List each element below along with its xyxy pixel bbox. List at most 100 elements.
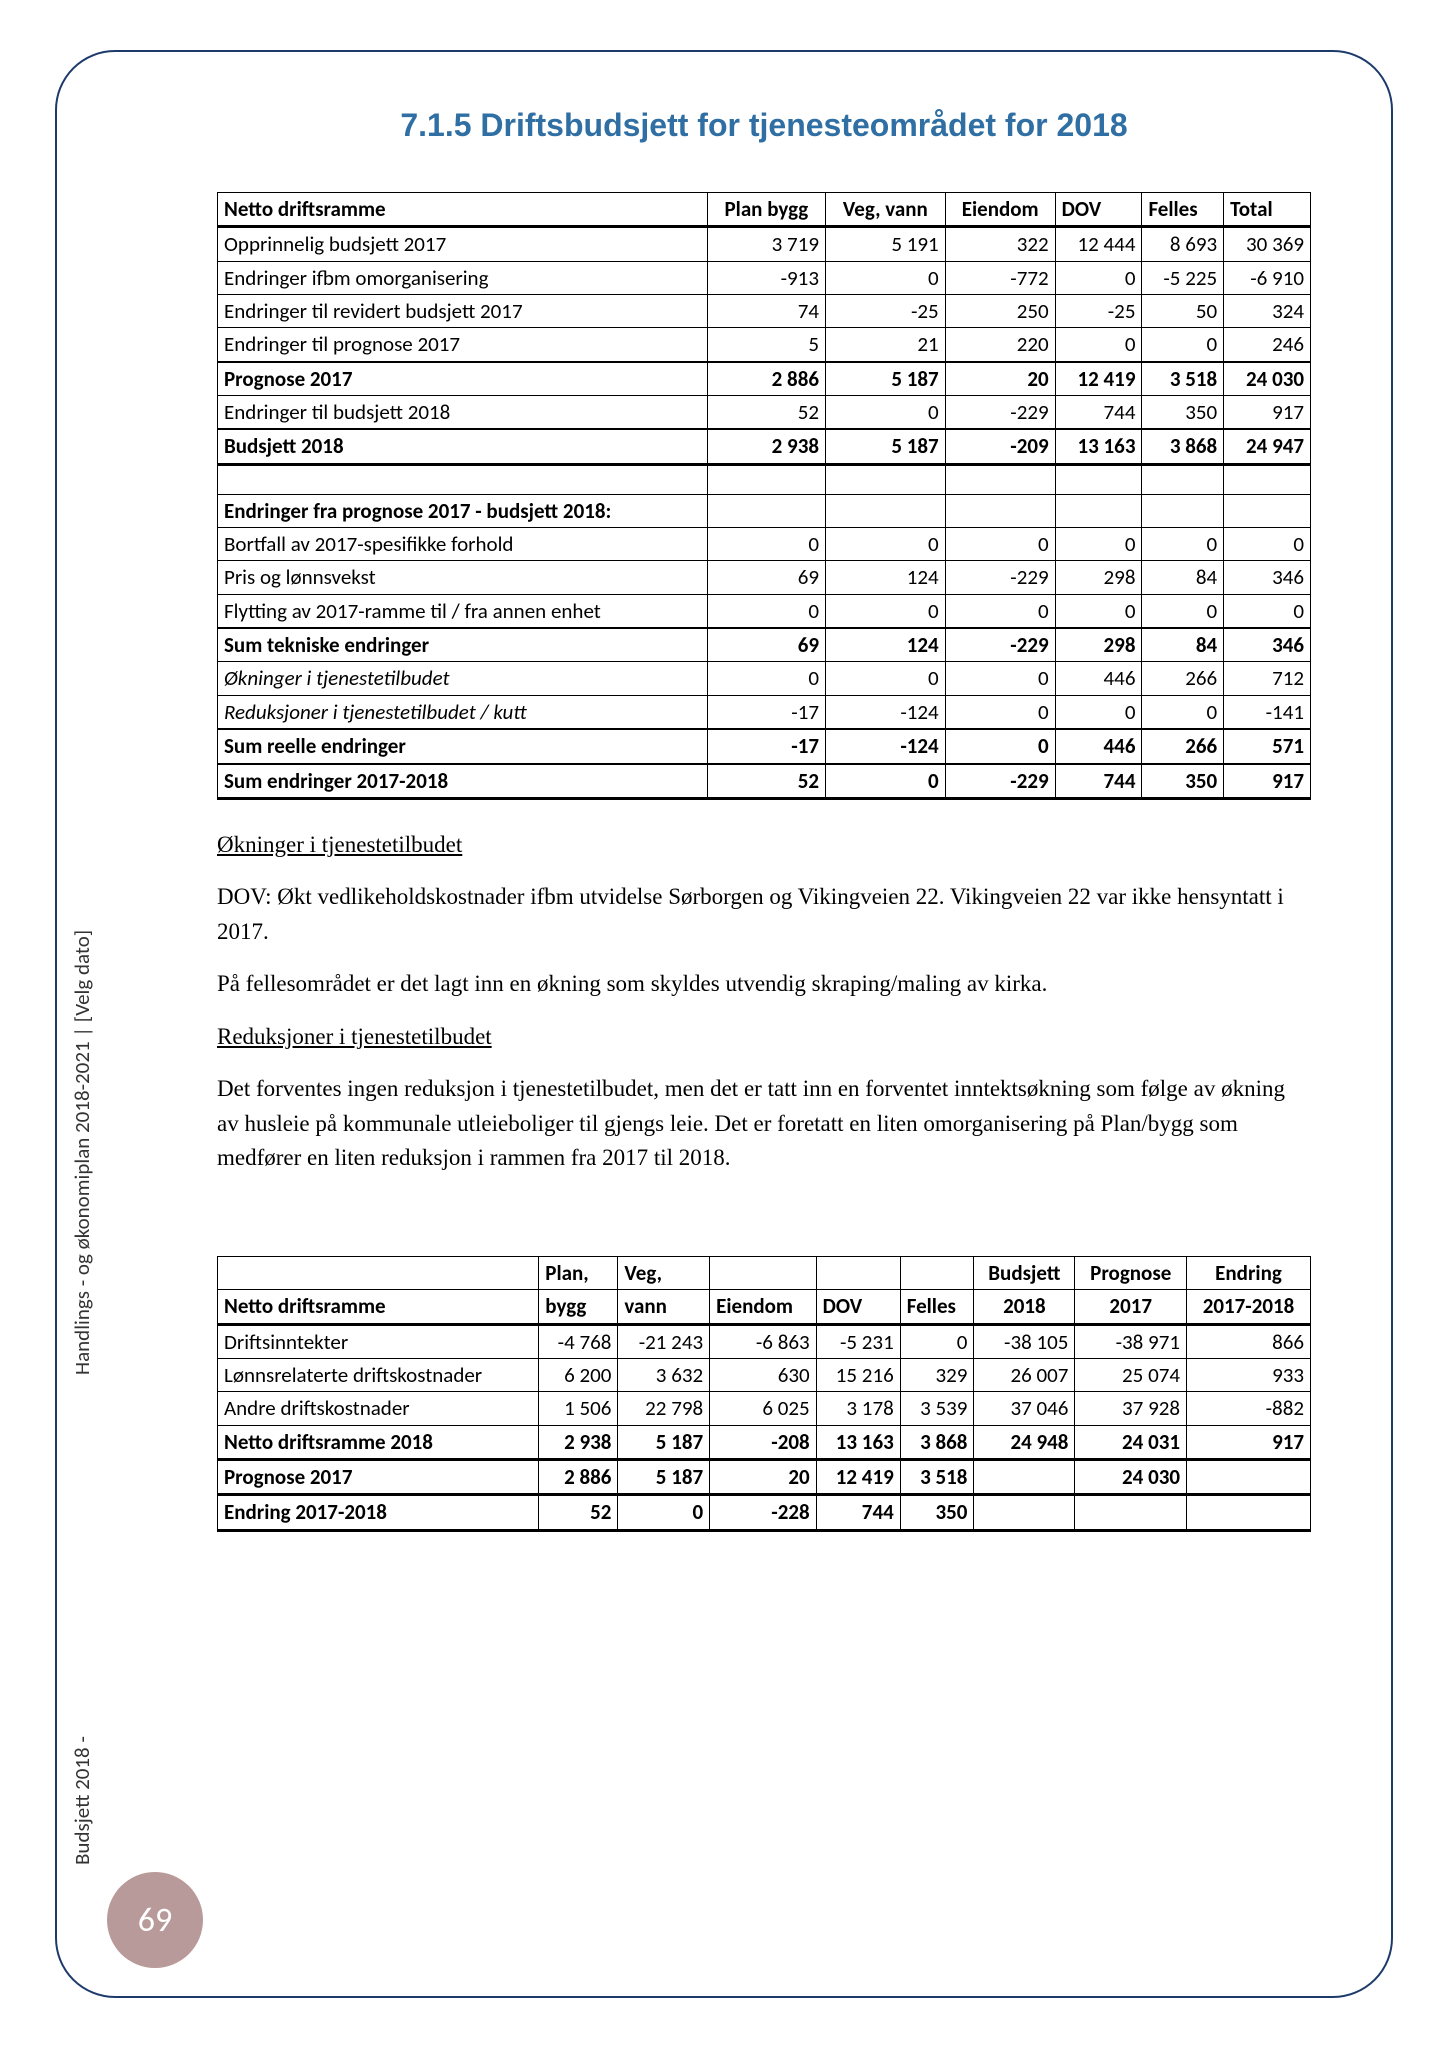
value-cell: 12 444 (1055, 227, 1142, 261)
row-label: Økninger i tjenestetilbudet (218, 662, 708, 695)
value-cell (707, 494, 825, 527)
value-cell: 3 868 (1142, 429, 1224, 464)
value-cell: 1 506 (539, 1392, 618, 1425)
value-cell: 630 (710, 1358, 817, 1391)
table-row: Økninger i tjenestetilbudet000446266712 (218, 662, 1311, 695)
row-label: Prognose 2017 (218, 1459, 539, 1494)
value-cell (1224, 494, 1311, 527)
value-cell: 712 (1224, 662, 1311, 695)
t2h2c0: Netto driftsramme (218, 1290, 539, 1324)
table1-col-6: Total (1224, 193, 1311, 227)
value-cell: 20 (710, 1459, 817, 1494)
value-cell: -229 (945, 628, 1055, 662)
value-cell: 24 030 (1224, 362, 1311, 396)
value-cell: 3 518 (1142, 362, 1224, 396)
value-cell: 50 (1142, 295, 1224, 328)
value-cell: 0 (1055, 528, 1142, 561)
value-cell: 446 (1055, 662, 1142, 695)
value-cell (1142, 494, 1224, 527)
value-cell: 0 (945, 695, 1055, 729)
table-row: Prognose 20172 8865 1872012 4193 51824 0… (218, 362, 1311, 396)
value-cell: 350 (1142, 764, 1224, 799)
value-cell: 744 (1055, 764, 1142, 799)
t2h2c5: Felles (900, 1290, 974, 1324)
value-cell: 0 (825, 396, 945, 430)
value-cell: 3 719 (707, 227, 825, 261)
page-frame: Handlings - og økonomiplan 2018-2021 | [… (55, 50, 1393, 1998)
table1-col-3: Eiendom (945, 193, 1055, 227)
empty-cell (945, 464, 1055, 494)
value-cell: 84 (1142, 628, 1224, 662)
table-row (218, 464, 1311, 494)
value-cell (1075, 1495, 1187, 1530)
value-cell: 5 (707, 328, 825, 362)
value-cell: 69 (707, 561, 825, 594)
paragraph-3: Det forventes ingen reduksjon i tjeneste… (217, 1072, 1311, 1176)
content-column: 7.1.5 Driftsbudsjett for tjenesteområdet… (217, 107, 1311, 1532)
value-cell: 0 (1224, 594, 1311, 628)
value-cell: 25 074 (1075, 1358, 1187, 1391)
table-row: Pris og lønnsvekst69124-22929884346 (218, 561, 1311, 594)
value-cell: 0 (825, 662, 945, 695)
value-cell: 0 (945, 594, 1055, 628)
paragraph-2: På fellesområdet er det lagt inn en økni… (217, 967, 1311, 1002)
value-cell: 0 (1055, 594, 1142, 628)
value-cell: 24 030 (1075, 1459, 1187, 1494)
value-cell: 0 (1142, 594, 1224, 628)
value-cell: -228 (710, 1495, 817, 1530)
row-label: Endring 2017-2018 (218, 1495, 539, 1530)
value-cell: 12 419 (816, 1459, 900, 1494)
value-cell: 298 (1055, 628, 1142, 662)
value-cell: 52 (539, 1495, 618, 1530)
empty-cell (1142, 464, 1224, 494)
value-cell: 322 (945, 227, 1055, 261)
value-cell: 5 187 (618, 1425, 710, 1459)
row-label: Netto driftsramme 2018 (218, 1425, 539, 1459)
value-cell: 0 (945, 662, 1055, 695)
row-label: Andre driftskostnader (218, 1392, 539, 1425)
value-cell: 24 948 (974, 1425, 1075, 1459)
value-cell: 2 886 (539, 1459, 618, 1494)
page-number: 69 (138, 1900, 172, 1941)
table-row: Andre driftskostnader1 50622 7986 0253 1… (218, 1392, 1311, 1425)
table-row: Endringer fra prognose 2017 - budsjett 2… (218, 494, 1311, 527)
value-cell: -229 (945, 396, 1055, 430)
value-cell: 266 (1142, 662, 1224, 695)
t2h1c8: Endring (1187, 1256, 1311, 1289)
value-cell: 3 539 (900, 1392, 974, 1425)
value-cell: 37 928 (1075, 1392, 1187, 1425)
page-number-badge: 69 (107, 1872, 203, 1968)
value-cell: -772 (945, 261, 1055, 294)
row-label: Sum reelle endringer (218, 729, 708, 763)
value-cell: -17 (707, 695, 825, 729)
t2h1c4 (816, 1256, 900, 1289)
value-cell: 5 191 (825, 227, 945, 261)
table1-col-5: Felles (1142, 193, 1224, 227)
t2h2c7: 2017 (1075, 1290, 1187, 1324)
value-cell: 12 419 (1055, 362, 1142, 396)
row-label: Flytting av 2017-ramme til / fra annen e… (218, 594, 708, 628)
table2-head-row1: Plan, Veg, Budsjett Prognose Endring (218, 1256, 1311, 1289)
table-row: Opprinnelig budsjett 20173 7195 19132212… (218, 227, 1311, 261)
table-row: Sum endringer 2017-2018520-229744350917 (218, 764, 1311, 799)
row-label: Lønnsrelaterte driftskostnader (218, 1358, 539, 1391)
t2h2c6: 2018 (974, 1290, 1075, 1324)
row-label: Reduksjoner i tjenestetilbudet / kutt (218, 695, 708, 729)
value-cell (1187, 1495, 1311, 1530)
table-row: Budsjett 20182 9385 187-20913 1633 86824… (218, 429, 1311, 464)
value-cell: 30 369 (1224, 227, 1311, 261)
value-cell: 5 187 (825, 429, 945, 464)
value-cell: 0 (1142, 328, 1224, 362)
side-header-top: Handlings - og økonomiplan 2018-2021 | [… (69, 832, 95, 1472)
value-cell: 571 (1224, 729, 1311, 763)
value-cell: 15 216 (816, 1358, 900, 1391)
value-cell: 917 (1224, 396, 1311, 430)
value-cell: 22 798 (618, 1392, 710, 1425)
value-cell: -5 225 (1142, 261, 1224, 294)
table1-col-0: Netto driftsramme (218, 193, 708, 227)
empty-cell (825, 464, 945, 494)
value-cell: 0 (1055, 695, 1142, 729)
table-row: Prognose 20172 8865 1872012 4193 51824 0… (218, 1459, 1311, 1494)
t2h1c1: Plan, (539, 1256, 618, 1289)
value-cell: 933 (1187, 1358, 1311, 1391)
